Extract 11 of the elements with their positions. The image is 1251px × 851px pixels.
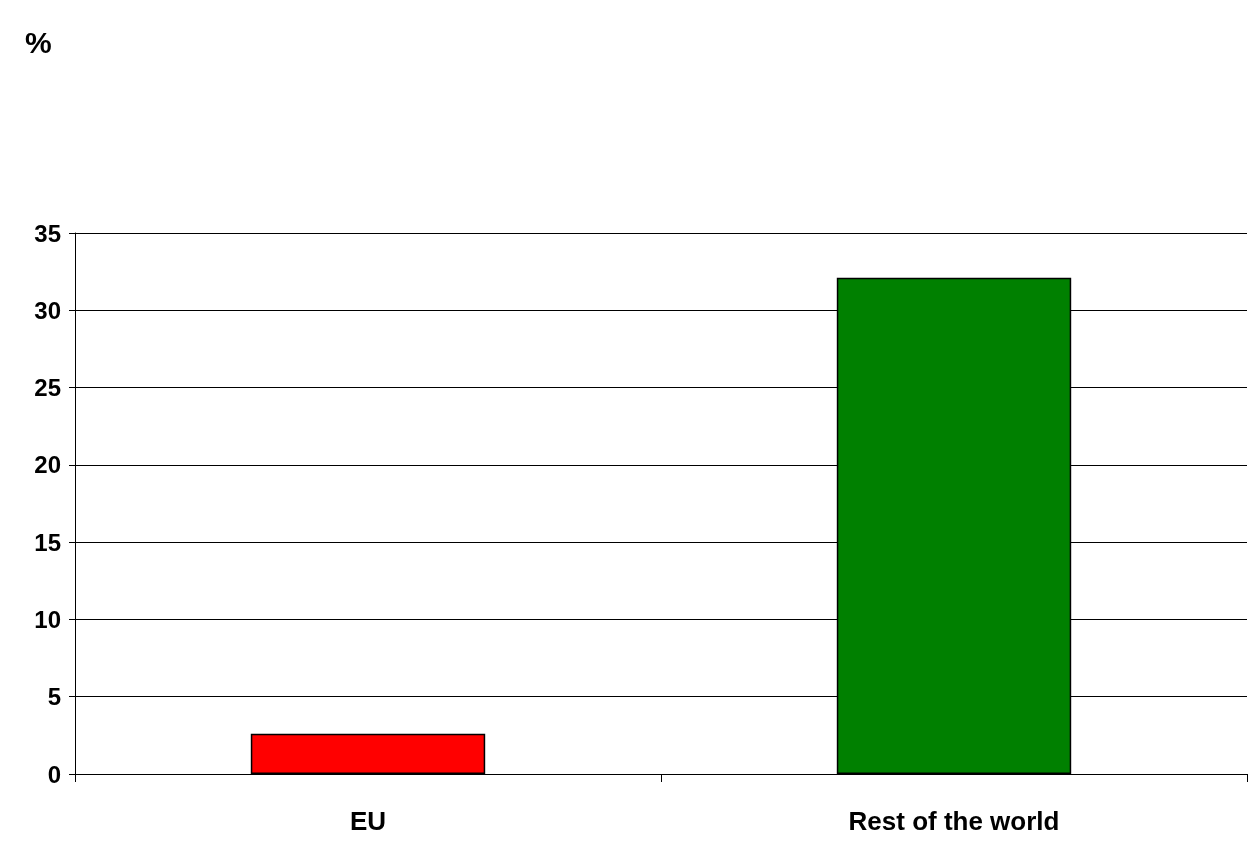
- y-tick-label: 30: [34, 296, 61, 324]
- x-tick-label: EU: [349, 806, 387, 836]
- y-tick-label: 15: [34, 528, 61, 556]
- y-tick-label: 25: [34, 374, 61, 402]
- y-tick-label: 10: [34, 605, 61, 633]
- y-tick-label: 0: [47, 760, 61, 788]
- y-tick-label: 5: [47, 683, 61, 711]
- y-tick-label: 20: [34, 451, 61, 479]
- y-tick-label: 35: [34, 219, 61, 247]
- text: %: [25, 25, 52, 59]
- x-tick-label: Rest of the world: [848, 806, 1060, 836]
